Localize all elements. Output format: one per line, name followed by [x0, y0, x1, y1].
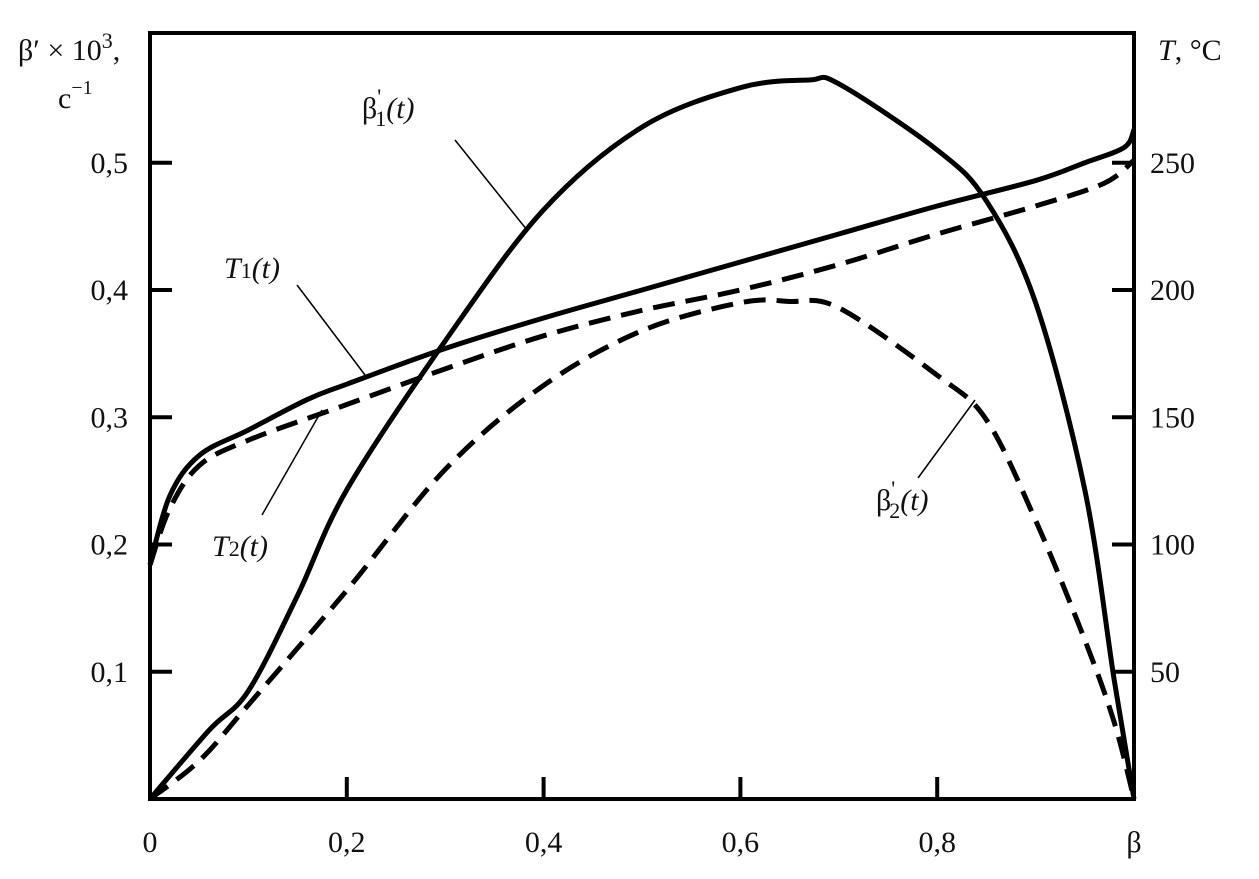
y-right-tick-label: 200 [1150, 274, 1195, 307]
series-leader-line [454, 139, 528, 231]
y-left-tick-label: 0,2 [91, 529, 129, 562]
y-left-tick-label: 0,3 [91, 401, 129, 434]
y-left-tick-label: 0,1 [91, 656, 129, 689]
series-line-4 [147, 158, 1136, 566]
y-right-tick-label: 250 [1150, 147, 1195, 180]
series-leader-line [917, 399, 976, 479]
y-right-tick-label: 100 [1150, 529, 1195, 562]
series-line-1 [148, 74, 1137, 801]
x-tick-label: 0,2 [328, 826, 366, 859]
series-leader-line [296, 284, 366, 376]
y-left-tick-label: 0,4 [91, 274, 129, 307]
x-axis-title: β [1126, 826, 1141, 859]
x-tick-label: 0,6 [722, 826, 760, 859]
y-left-axis-title: β′ × 103, [18, 28, 120, 67]
y-left-tick-label: 0,5 [91, 147, 129, 180]
series-label: β' 1(t) [362, 84, 415, 131]
x-tick-label: 0,8 [918, 826, 956, 859]
series-leader-line [261, 409, 323, 516]
series-line-2 [148, 297, 1137, 801]
x-tick-label: 0 [143, 826, 158, 859]
series-label: T2(t) [212, 530, 268, 563]
y-right-tick-label: 150 [1150, 401, 1195, 434]
y-right-axis-title: T, °C [1158, 34, 1222, 67]
series-label: T1(t) [224, 252, 280, 285]
y-left-axis-unit: c−1 [58, 77, 93, 115]
series-line-3 [147, 128, 1137, 566]
x-tick-label: 0,4 [525, 826, 563, 859]
series-label: β' 2(t) [876, 476, 929, 523]
y-right-tick-label: 50 [1150, 656, 1180, 689]
